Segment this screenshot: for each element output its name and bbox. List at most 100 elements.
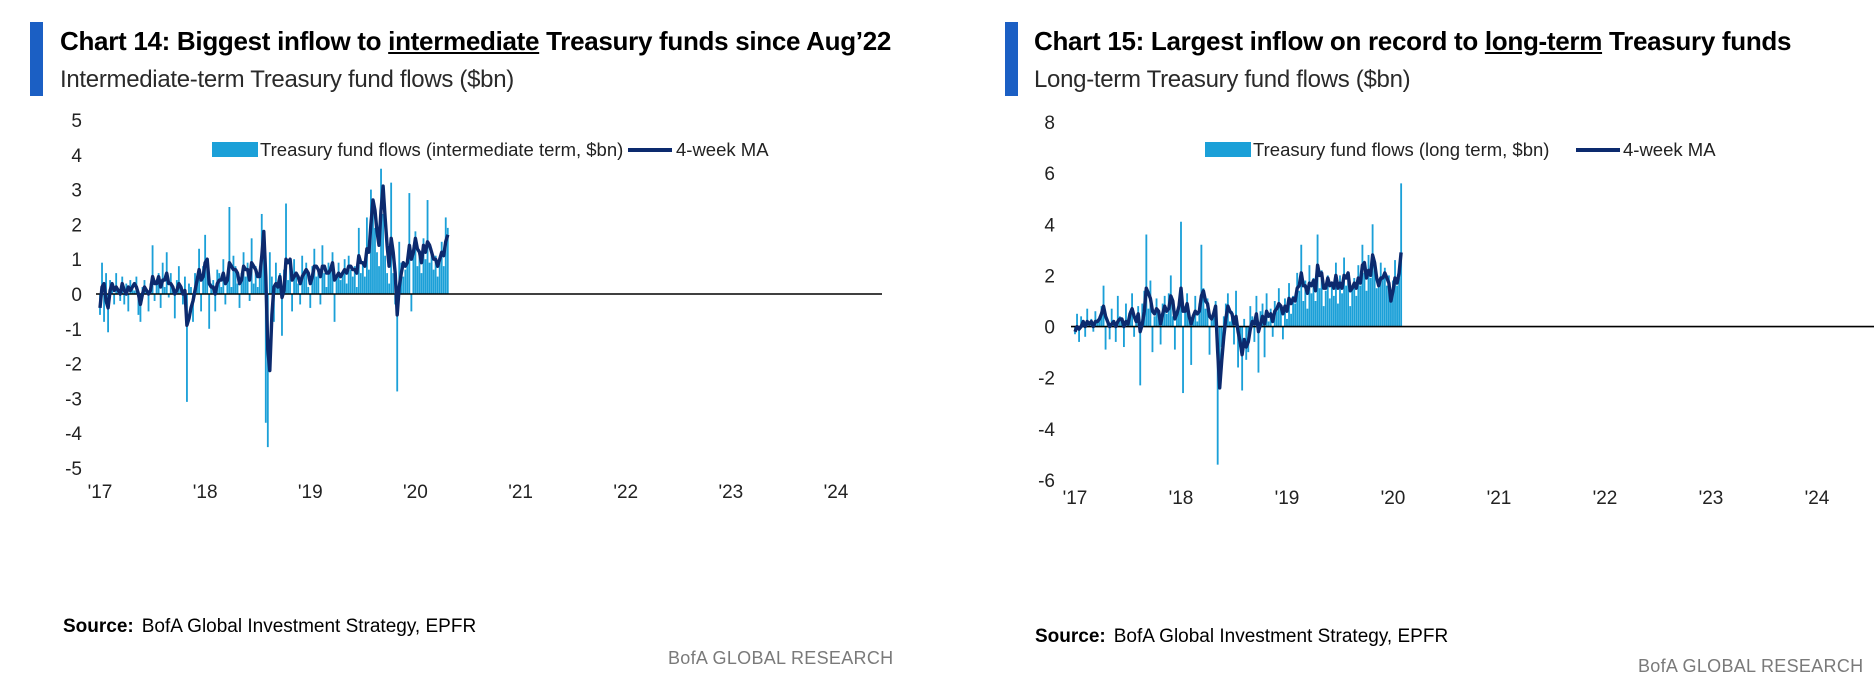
flow-bar (123, 294, 126, 305)
flow-bar (1341, 293, 1343, 327)
flow-bar (161, 262, 164, 294)
y-tick-label: 0 (1044, 318, 1055, 339)
y-tick-label: -4 (1038, 420, 1055, 441)
flow-bar (184, 276, 186, 294)
flow-bar (173, 294, 176, 319)
flow-bar (1123, 326, 1125, 348)
x-tick-label: '17 (88, 482, 113, 503)
flow-bar (256, 287, 259, 294)
flow-bar (1367, 254, 1370, 327)
flow-bar (1212, 311, 1215, 327)
legend-swatch-bars (212, 142, 258, 157)
flow-bar (1349, 306, 1352, 327)
flow-bar (1094, 311, 1097, 327)
x-tick-label: '22 (613, 482, 638, 503)
flow-bar (1171, 316, 1174, 327)
flow-bar (422, 238, 425, 294)
flow-bar (236, 283, 239, 294)
flow-bar (1304, 280, 1307, 327)
x-tick-label: '21 (1487, 488, 1512, 509)
flow-bar (1204, 308, 1207, 327)
y-tick-label: -3 (65, 389, 82, 410)
flow-bar (1312, 277, 1315, 327)
flow-bar (224, 294, 227, 305)
flow-bar (252, 283, 255, 294)
flow-bar (1292, 295, 1295, 327)
y-tick-label: 2 (1044, 266, 1055, 287)
flow-bar (1076, 313, 1078, 327)
flow-bar (1334, 262, 1337, 327)
chart-title: Chart 15: Largest inflow on record to lo… (1034, 26, 1791, 57)
flow-bar (1208, 326, 1211, 355)
flow-bar (192, 294, 194, 322)
x-tick-label: '18 (1169, 488, 1194, 509)
flow-bar (329, 269, 332, 294)
flow-bar (137, 294, 140, 315)
flow-bar (1363, 272, 1366, 327)
flow-bar (1320, 270, 1323, 327)
flow-bar (1390, 293, 1392, 327)
flow-bar (1173, 326, 1176, 350)
y-tick-label: 5 (71, 111, 82, 132)
flow-bar (228, 207, 231, 294)
flow-bar (1133, 326, 1136, 337)
x-tick-label: '22 (1593, 488, 1618, 509)
flow-bar (1125, 303, 1127, 327)
flow-bar (319, 294, 322, 305)
flow-bar (1218, 326, 1221, 376)
y-tick-label: -2 (65, 355, 82, 376)
flow-bar (376, 252, 378, 294)
y-tick-label: -2 (1038, 369, 1055, 390)
flow-bar (111, 287, 114, 294)
legend-label-bars: Treasury fund flows (long term, $bn) (1253, 139, 1549, 160)
flow-bar (325, 287, 328, 294)
flow-bar (1180, 221, 1182, 327)
flow-bar (1343, 257, 1345, 327)
flow-bar (1275, 311, 1278, 327)
y-tick-label: -5 (65, 459, 82, 480)
chart-subtitle: Intermediate-term Treasury fund flows ($… (60, 66, 514, 93)
flow-bar (1396, 285, 1398, 327)
flow-bar (323, 273, 326, 294)
flow-bar (101, 262, 103, 294)
flow-bar (1394, 260, 1396, 327)
x-tick-label: '18 (193, 482, 218, 503)
x-tick-label: '20 (403, 482, 428, 503)
flow-bar (1196, 321, 1199, 327)
flow-bar (378, 266, 380, 294)
flow-bar (382, 213, 384, 294)
title-suffix: Treasury funds since Aug’22 (539, 26, 892, 56)
flow-bar (386, 273, 389, 294)
flow-bar (1096, 321, 1099, 327)
flow-bar (442, 266, 445, 294)
flow-bar (103, 294, 105, 322)
flow-bar (113, 294, 116, 305)
chart-title: Chart 14: Biggest inflow to intermediate… (60, 26, 891, 57)
flow-bar (1116, 295, 1119, 327)
flow-bar (159, 294, 162, 308)
title-emphasis: intermediate (388, 26, 540, 56)
y-tick-label: -1 (65, 320, 82, 341)
flow-bar (1114, 326, 1117, 342)
flow-bar (1357, 265, 1360, 327)
flow-bar (1200, 244, 1203, 327)
flow-bar (291, 294, 293, 312)
chart-panel-intermediate: Chart 14: Biggest inflow to intermediate… (30, 22, 893, 668)
flow-bar (315, 276, 318, 294)
flow-bar (1314, 301, 1317, 327)
flow-bar (248, 294, 251, 301)
flow-bar (368, 269, 370, 294)
flow-bar (1104, 326, 1107, 350)
flow-bar (119, 294, 122, 301)
flow-bar (424, 259, 427, 294)
flow-bar (1216, 326, 1219, 465)
flow-bar (1145, 234, 1148, 327)
flow-bar (218, 273, 221, 294)
flow-bar (1330, 283, 1333, 327)
ma-line (98, 184, 450, 373)
flow-bar (258, 273, 261, 294)
flow-bar (1159, 326, 1162, 345)
flow-bar (349, 269, 352, 294)
flow-bar (1377, 283, 1380, 327)
flow-bar (1198, 303, 1201, 327)
